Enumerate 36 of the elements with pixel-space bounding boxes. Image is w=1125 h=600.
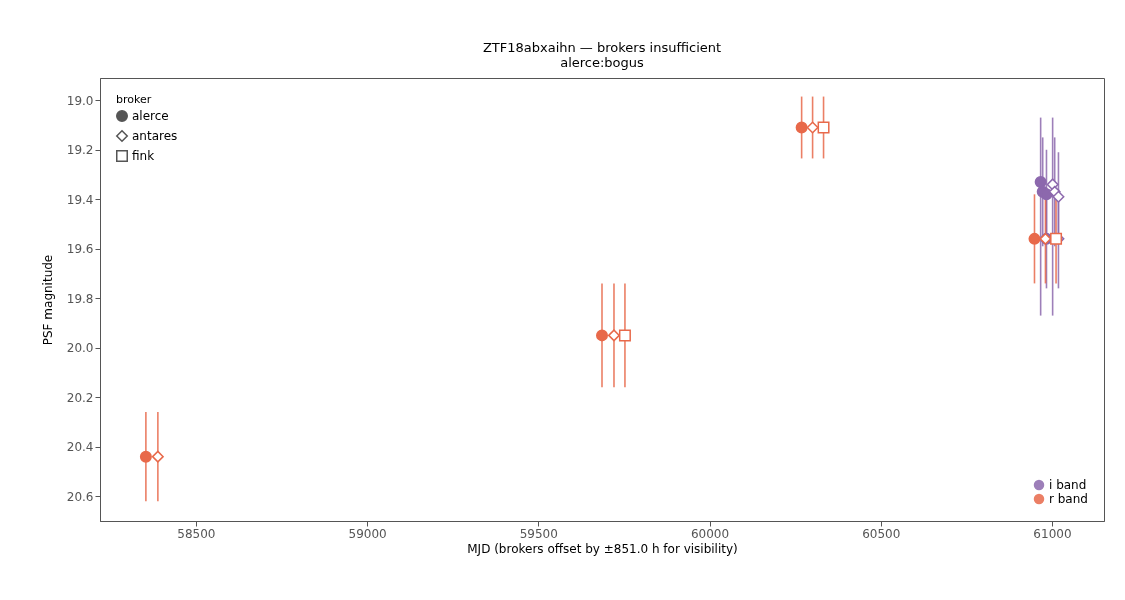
legend-label: r band (1049, 492, 1088, 506)
point (139, 450, 152, 463)
legend-title: broker (116, 93, 152, 106)
y-tick-label: 19.0 (66, 93, 94, 108)
legend-label: i band (1049, 478, 1087, 492)
y-axis-title: PSF magnitude (40, 254, 55, 346)
y-tick-label: 19.4 (66, 192, 94, 207)
y-tick-label: 19.2 (66, 143, 94, 158)
y-tick-label: 20.4 (66, 440, 94, 455)
annotation: fink (132, 149, 155, 163)
annotation: alerce (132, 109, 169, 123)
point (806, 121, 819, 134)
point (596, 329, 608, 342)
point (1028, 232, 1041, 245)
y-tick-label: 19.6 (66, 242, 94, 257)
chart-subtitle: alerce:bogus (560, 55, 645, 70)
point (1052, 190, 1065, 203)
point (817, 121, 830, 134)
x-tick-label: 59500 (519, 526, 558, 541)
point (607, 329, 620, 342)
point (795, 121, 808, 134)
x-tick-label: 61000 (1033, 526, 1072, 541)
point (618, 329, 631, 342)
y-tick-label: 19.8 (66, 291, 94, 306)
point (151, 450, 164, 463)
y-tick-label: 20.2 (66, 390, 94, 405)
x-tick-label: 59000 (348, 526, 387, 541)
y-tick-label: 20.0 (66, 341, 94, 356)
point (1034, 175, 1047, 188)
chart-title: ZTF18abxaihn — brokers insufficient (482, 40, 722, 55)
x-tick-label: 58500 (177, 526, 216, 541)
annotation: antares (132, 129, 178, 143)
y-tick-label: 20.6 (66, 489, 94, 504)
x-tick-label: 60500 (862, 526, 901, 541)
x-tick-label: 60000 (690, 526, 730, 541)
x-axis-title: MJD (brokers offset by ±851.0 h for visibility) (467, 541, 738, 556)
